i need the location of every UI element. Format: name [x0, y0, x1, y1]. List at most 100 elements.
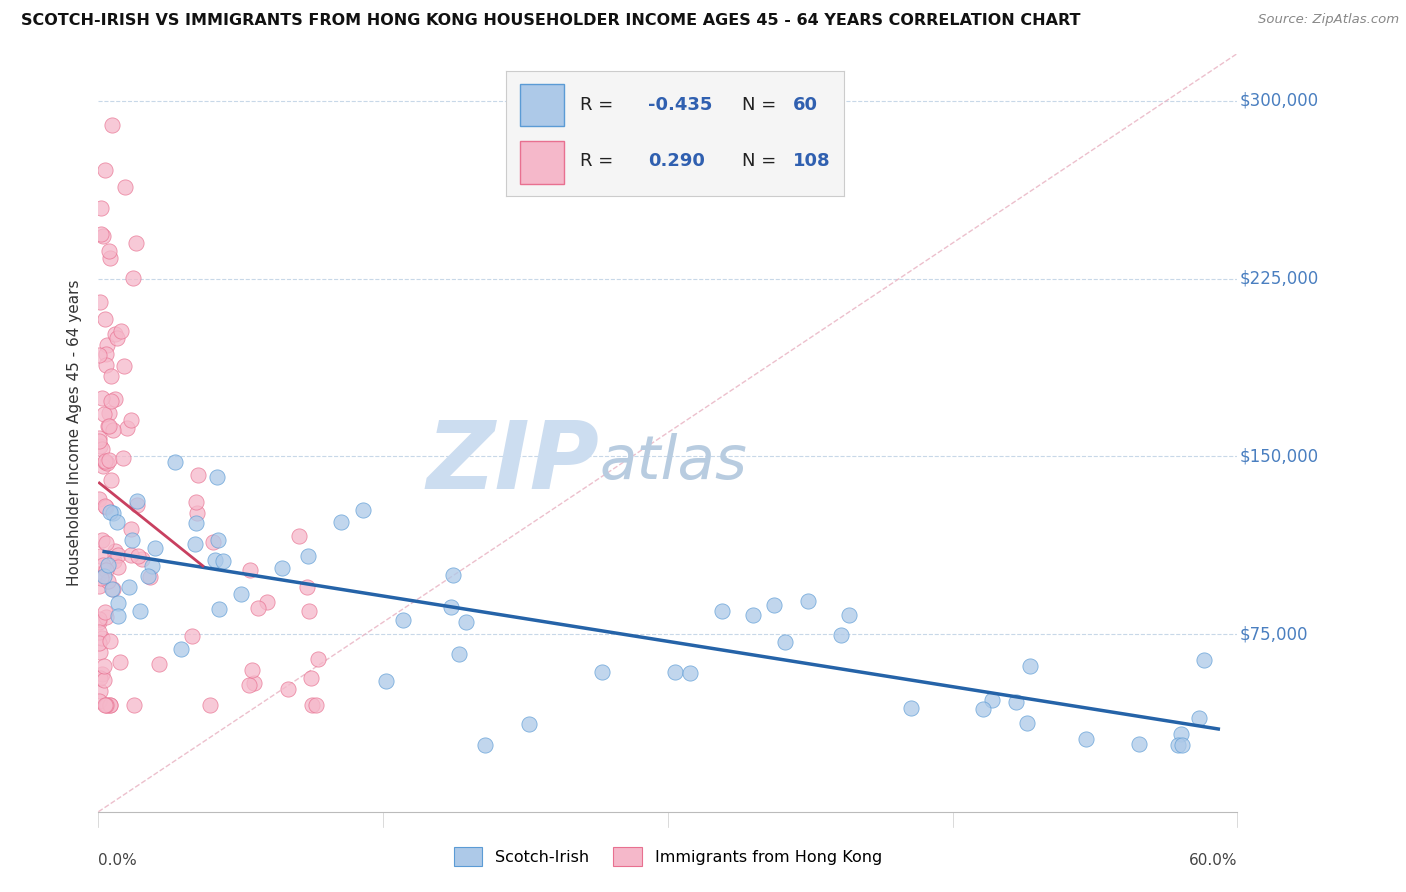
Point [679, 665, 702, 680]
Point [1017, 715, 1039, 730]
Point [1192, 652, 1215, 666]
Point [114, 179, 136, 194]
Point [441, 568, 464, 582]
Point [207, 533, 229, 548]
Point [98, 698, 121, 712]
Point [94, 564, 117, 578]
Point [94, 454, 117, 468]
Point [131, 551, 153, 566]
Point [100, 474, 122, 488]
Point [91, 391, 114, 405]
Point [93, 455, 115, 469]
Point [1188, 711, 1211, 725]
Point [1005, 694, 1028, 708]
Point [120, 548, 142, 562]
Point [120, 523, 142, 537]
Legend: Scotch-Irish, Immigrants from Hong Kong: Scotch-Irish, Immigrants from Hong Kong [447, 841, 889, 872]
Point [1171, 739, 1194, 753]
Point [838, 608, 860, 623]
Point [474, 739, 496, 753]
Point [89, 684, 111, 698]
Point [141, 558, 163, 573]
Point [93, 673, 115, 688]
Point [454, 615, 477, 629]
Point [591, 665, 613, 680]
Text: SCOTCH-IRISH VS IMMIGRANTS FROM HONG KONG HOUSEHOLDER INCOME AGES 45 - 64 YEARS : SCOTCH-IRISH VS IMMIGRANTS FROM HONG KON… [21, 13, 1081, 29]
Point [89, 579, 111, 593]
Point [243, 675, 266, 690]
Point [305, 698, 328, 712]
Text: $300,000: $300,000 [1240, 92, 1319, 110]
Point [775, 635, 797, 649]
Point [94, 610, 117, 624]
Point [204, 552, 226, 566]
Point [107, 560, 129, 574]
Y-axis label: Householder Income Ages 45 - 64 years: Householder Income Ages 45 - 64 years [67, 279, 83, 586]
Text: R =: R = [581, 96, 620, 114]
Point [89, 549, 111, 564]
Point [94, 535, 117, 549]
Point [517, 717, 540, 731]
Point [184, 495, 207, 509]
FancyBboxPatch shape [520, 141, 564, 184]
Point [212, 554, 235, 568]
Point [90, 667, 112, 681]
Point [125, 494, 148, 508]
Text: atlas: atlas [599, 434, 748, 492]
Point [98, 698, 121, 712]
Point [830, 627, 852, 641]
Point [240, 663, 263, 677]
Point [121, 271, 143, 285]
Point [138, 570, 160, 584]
Point [93, 407, 115, 421]
Point [89, 434, 111, 448]
Point [231, 587, 253, 601]
Point [125, 498, 148, 512]
Point [122, 698, 145, 712]
Text: 0.290: 0.290 [648, 153, 704, 170]
Point [100, 582, 122, 597]
Point [89, 439, 111, 453]
Point [105, 515, 128, 529]
Point [98, 633, 121, 648]
Point [352, 503, 374, 517]
Point [143, 541, 166, 555]
FancyBboxPatch shape [520, 84, 564, 127]
Text: $225,000: $225,000 [1240, 269, 1319, 287]
Point [298, 604, 321, 618]
Point [89, 567, 111, 582]
Point [97, 558, 120, 572]
Point [797, 594, 820, 608]
Point [101, 118, 124, 132]
Point [112, 359, 135, 373]
Point [100, 394, 122, 409]
Point [97, 418, 120, 433]
Point [93, 659, 115, 673]
Point [90, 571, 112, 585]
Point [299, 671, 322, 685]
Point [297, 580, 319, 594]
Point [271, 561, 294, 575]
Point [136, 569, 159, 583]
Point [89, 615, 111, 630]
Point [184, 537, 207, 551]
Point [1019, 659, 1042, 673]
Point [91, 631, 114, 645]
Point [98, 244, 121, 259]
Point [98, 251, 121, 265]
Text: 60.0%: 60.0% [1189, 854, 1237, 869]
Point [89, 694, 111, 708]
Point [163, 455, 186, 469]
Point [121, 533, 143, 548]
Point [762, 599, 785, 613]
Point [97, 419, 120, 434]
Point [91, 442, 114, 457]
Text: R =: R = [581, 153, 620, 170]
Point [664, 665, 686, 679]
Text: 108: 108 [793, 153, 831, 170]
Point [107, 596, 129, 610]
Point [94, 605, 117, 619]
Point [94, 312, 117, 326]
Point [205, 469, 228, 483]
Point [107, 608, 129, 623]
